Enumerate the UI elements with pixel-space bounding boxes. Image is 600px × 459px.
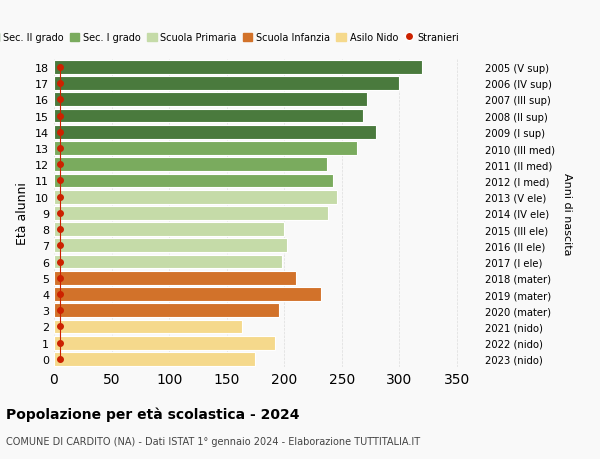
Bar	[54, 320, 242, 334]
Bar	[54, 255, 282, 269]
Bar	[54, 287, 321, 301]
Bar	[54, 239, 287, 253]
Bar	[54, 126, 376, 140]
Bar	[54, 158, 327, 172]
Bar	[54, 190, 337, 204]
Bar	[54, 207, 328, 220]
Bar	[54, 93, 367, 107]
Bar	[54, 61, 422, 75]
Bar	[54, 336, 275, 350]
Text: COMUNE DI CARDITO (NA) - Dati ISTAT 1° gennaio 2024 - Elaborazione TUTTITALIA.IT: COMUNE DI CARDITO (NA) - Dati ISTAT 1° g…	[6, 436, 420, 446]
Bar	[54, 109, 362, 123]
Bar	[54, 77, 400, 91]
Bar	[54, 223, 284, 236]
Text: Popolazione per età scolastica - 2024: Popolazione per età scolastica - 2024	[6, 406, 299, 421]
Bar	[54, 304, 278, 318]
Y-axis label: Anni di nascita: Anni di nascita	[562, 172, 572, 255]
Bar	[54, 352, 256, 366]
Y-axis label: Età alunni: Età alunni	[16, 182, 29, 245]
Legend: Sec. II grado, Sec. I grado, Scuola Primaria, Scuola Infanzia, Asilo Nido, Stran: Sec. II grado, Sec. I grado, Scuola Prim…	[0, 29, 463, 47]
Bar	[54, 174, 332, 188]
Bar	[54, 271, 296, 285]
Bar	[54, 142, 357, 156]
